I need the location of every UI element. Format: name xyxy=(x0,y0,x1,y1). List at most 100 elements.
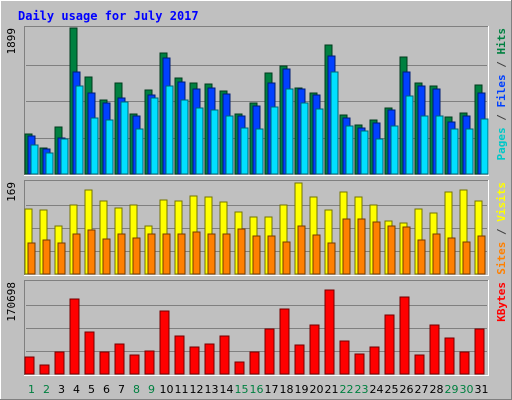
x-tick-label: 6 xyxy=(103,383,110,396)
bar-kbytes xyxy=(459,351,470,375)
x-tick-label: 1 xyxy=(28,383,35,396)
bar-kbytes xyxy=(354,353,365,375)
bar-pages xyxy=(465,128,474,175)
legend-entry: Files xyxy=(495,74,508,107)
bar-pages xyxy=(240,127,249,175)
bar-pages xyxy=(75,85,84,175)
panel-hits: 1899 Pages / Files / Hits xyxy=(5,26,508,176)
legend-entry: / xyxy=(495,222,508,242)
x-tick-label: 16 xyxy=(250,383,264,396)
bar-pages xyxy=(165,85,174,175)
bar-kbytes xyxy=(114,343,125,375)
bar-sites xyxy=(282,241,291,275)
panel-legend: Pages / Files / Hits xyxy=(495,28,508,161)
bar-sites xyxy=(147,233,156,275)
x-tick-label: 31 xyxy=(475,383,489,396)
bar-sites xyxy=(462,241,471,275)
bar-kbytes xyxy=(264,328,275,375)
bar-sites xyxy=(57,242,66,275)
bar-kbytes xyxy=(129,354,140,375)
panel-max-label: 1899 xyxy=(5,28,18,55)
x-tick-label: 9 xyxy=(148,383,155,396)
chart-title: Daily usage for July 2017 xyxy=(18,9,199,23)
bar-kbytes xyxy=(429,324,440,375)
bar-sites xyxy=(252,235,261,275)
bar-sites xyxy=(162,233,171,275)
bar-pages xyxy=(435,115,444,175)
bar-sites xyxy=(192,231,201,275)
x-tick-label: 28 xyxy=(430,383,444,396)
bar-pages xyxy=(345,125,354,175)
x-tick-label: 4 xyxy=(73,383,80,396)
x-tick-label: 27 xyxy=(415,383,429,396)
panel-visits: 169 Sites / Visits xyxy=(5,180,508,276)
bar-kbytes xyxy=(219,335,230,375)
panel-max-label: 170698 xyxy=(5,282,18,322)
x-axis-labels: 1 2 3 4 5 6 7 8 9 10 11 12 13 14 15 16 17 18 19 20 21 22 23 24 2… xyxy=(28,383,489,396)
bar-kbytes xyxy=(369,346,380,375)
x-tick-label: 26 xyxy=(400,383,414,396)
x-tick-label: 22 xyxy=(340,383,354,396)
bar-kbytes xyxy=(294,344,305,375)
bar-kbytes xyxy=(279,308,290,375)
bar-pages xyxy=(300,102,309,175)
bar-pages xyxy=(150,97,159,175)
x-tick-label: 29 xyxy=(445,383,459,396)
x-tick-label: 21 xyxy=(325,383,339,396)
bar-pages xyxy=(390,125,399,175)
bar-sites xyxy=(477,235,486,275)
bar-sites xyxy=(447,237,456,275)
x-tick-label: 12 xyxy=(190,383,204,396)
bar-sites xyxy=(267,235,276,275)
x-tick-label: 30 xyxy=(460,383,474,396)
bar-sites xyxy=(312,234,321,275)
panels: 1899 Pages / Files / Hits 169 Sites / Visit… xyxy=(5,26,508,376)
series-sites xyxy=(27,218,486,275)
legend-entry: / xyxy=(495,108,508,128)
legend-entry: Visits xyxy=(495,182,508,222)
bar-kbytes xyxy=(159,310,170,375)
bar-kbytes xyxy=(414,354,425,375)
x-tick-label: 2 xyxy=(43,383,50,396)
bar-kbytes xyxy=(309,324,320,375)
bar-sites xyxy=(222,233,231,275)
bar-sites xyxy=(297,225,306,275)
bar-kbytes xyxy=(189,346,200,375)
bar-sites xyxy=(342,218,351,275)
x-tick-label: 3 xyxy=(58,383,65,396)
x-tick-label: 8 xyxy=(133,383,140,396)
bar-sites xyxy=(417,239,426,275)
x-tick-label: 24 xyxy=(370,383,384,396)
x-tick-label: 10 xyxy=(160,383,174,396)
panel-kbytes: 170698 KBytes xyxy=(5,280,508,376)
bar-sites xyxy=(402,226,411,275)
bar-pages xyxy=(30,144,39,175)
bar-sites xyxy=(432,233,441,275)
x-tick-label: 15 xyxy=(235,383,249,396)
bar-kbytes xyxy=(39,364,50,375)
bar-kbytes xyxy=(324,289,335,375)
bar-pages xyxy=(90,117,99,175)
x-tick-label: 25 xyxy=(385,383,399,396)
bar-pages xyxy=(225,115,234,175)
bar-kbytes xyxy=(54,351,65,375)
panel-legend: KBytes xyxy=(495,282,508,322)
legend-entry: Hits xyxy=(495,28,508,55)
bar-kbytes xyxy=(234,361,245,375)
bar-kbytes xyxy=(444,337,455,375)
bar-pages xyxy=(480,118,489,175)
bar-kbytes xyxy=(144,350,155,375)
bar-pages xyxy=(405,95,414,175)
bar-sites xyxy=(327,242,336,275)
bar-pages xyxy=(420,115,429,175)
x-tick-label: 17 xyxy=(265,383,279,396)
bar-sites xyxy=(42,239,51,275)
bar-pages xyxy=(375,138,384,175)
bar-sites xyxy=(372,221,381,275)
bar-pages xyxy=(120,101,129,175)
bar-kbytes xyxy=(249,351,260,375)
bar-sites xyxy=(132,237,141,275)
bar-pages xyxy=(285,88,294,175)
bar-pages xyxy=(195,107,204,175)
